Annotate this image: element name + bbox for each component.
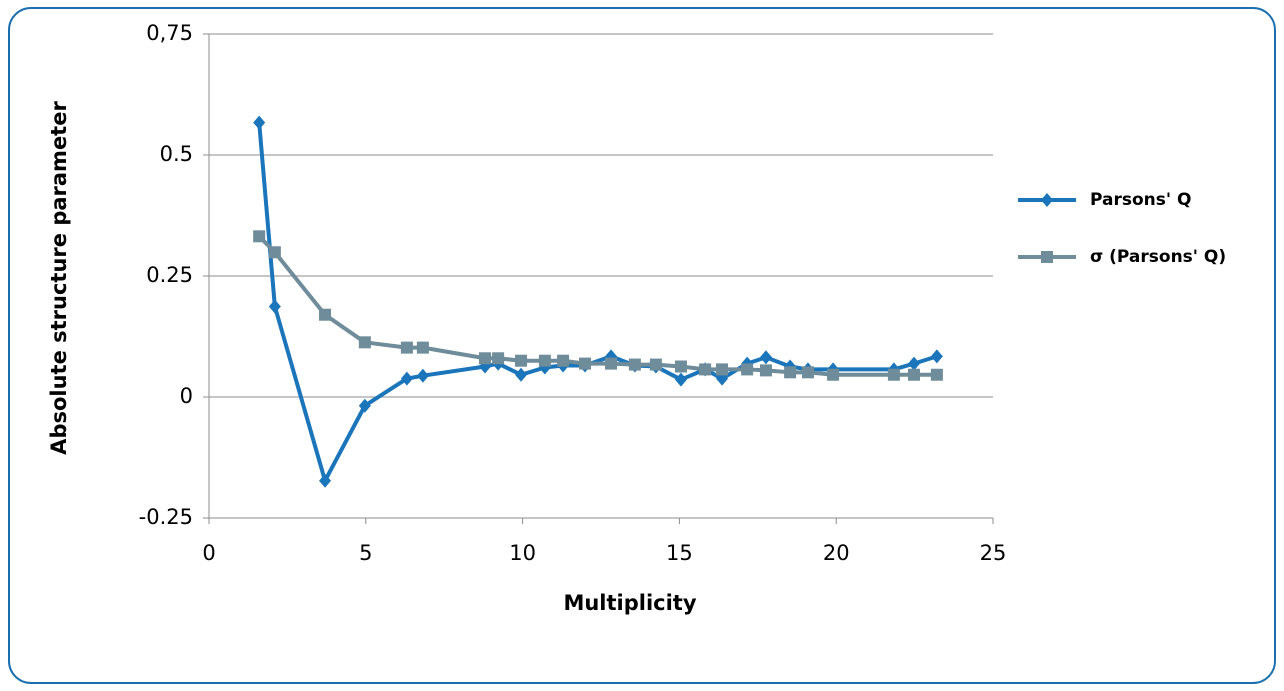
point xyxy=(716,363,729,376)
point xyxy=(557,354,570,367)
point xyxy=(358,336,371,349)
frame xyxy=(8,7,1276,684)
legend-marker xyxy=(1041,193,1053,207)
legend-label: σ (Parsons' Q) xyxy=(1090,247,1226,267)
point xyxy=(492,352,505,365)
point xyxy=(268,299,281,314)
point xyxy=(907,368,920,381)
point xyxy=(674,360,687,373)
point xyxy=(801,366,814,379)
point xyxy=(515,354,528,367)
point xyxy=(628,358,641,371)
point xyxy=(699,363,712,376)
y-tick-label: 0 xyxy=(180,384,193,408)
point xyxy=(605,357,618,370)
point xyxy=(319,473,332,488)
point xyxy=(930,368,943,381)
x-tick-label: 20 xyxy=(823,541,850,565)
point xyxy=(741,363,754,376)
point xyxy=(827,368,840,381)
x-axis-title: Multiplicity xyxy=(563,591,696,615)
point xyxy=(649,358,662,371)
x-tick-label: 15 xyxy=(666,541,693,565)
legend-marker xyxy=(1041,251,1053,263)
point xyxy=(930,349,943,364)
point xyxy=(515,367,528,382)
point xyxy=(759,350,772,365)
point xyxy=(400,371,413,386)
point xyxy=(358,398,371,413)
point xyxy=(538,354,551,367)
y-tick-label: 0.25 xyxy=(146,263,193,287)
point xyxy=(887,368,900,381)
y-tick-label: 0.5 xyxy=(160,142,193,166)
x-tick-label: 0 xyxy=(202,541,215,565)
y-tick-label: 0,75 xyxy=(146,21,193,45)
point xyxy=(579,357,592,370)
x-tick-label: 10 xyxy=(509,541,536,565)
point xyxy=(253,230,266,243)
point xyxy=(400,341,413,354)
point xyxy=(253,115,266,130)
point xyxy=(319,308,332,321)
point xyxy=(268,246,281,259)
point xyxy=(907,356,920,371)
x-tick-label: 5 xyxy=(359,541,372,565)
point xyxy=(759,364,772,377)
point xyxy=(478,352,491,365)
x-tick-label: 25 xyxy=(980,541,1007,565)
point xyxy=(674,372,687,387)
legend-label: Parsons' Q xyxy=(1090,190,1191,210)
point xyxy=(416,368,429,383)
y-axis-title: Absolute structure parameter xyxy=(47,101,71,455)
point xyxy=(784,366,797,379)
point xyxy=(416,341,429,354)
y-tick-label: -0.25 xyxy=(139,505,193,529)
